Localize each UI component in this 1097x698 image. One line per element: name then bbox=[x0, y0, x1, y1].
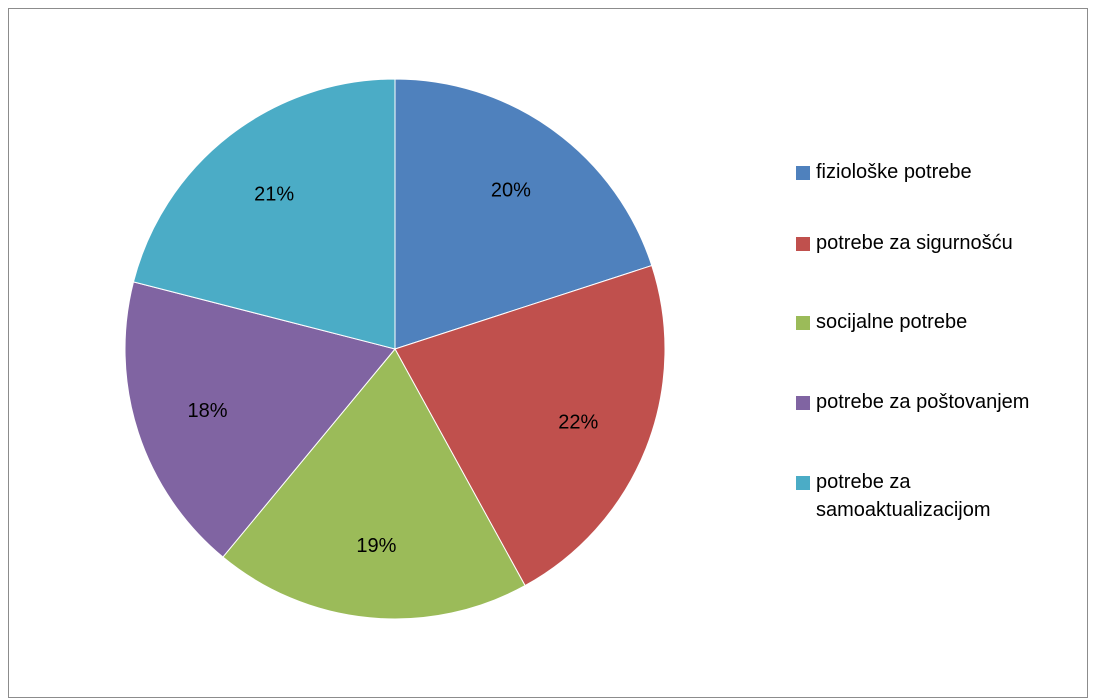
legend-item-fizioloske-potrebe: fiziološke potrebe bbox=[796, 158, 1086, 229]
data-label-fizioloske-potrebe: 20% bbox=[491, 180, 531, 202]
legend-label-fizioloske-potrebe: fiziološke potrebe bbox=[816, 161, 972, 183]
legend-swatch-potrebe-za-samoaktualizacijom bbox=[796, 476, 810, 490]
legend-swatch-potrebe-za-sigurnoscu bbox=[796, 237, 810, 251]
legend-swatch-socijalne-potrebe bbox=[796, 316, 810, 330]
legend-item-potrebe-za-sigurnoscu: potrebe za sigurnošću bbox=[796, 229, 1086, 308]
data-label-potrebe-za-sigurnoscu: 22% bbox=[558, 412, 598, 434]
data-label-socijalne-potrebe: 19% bbox=[356, 535, 396, 557]
pie-slice-potrebe-za-samoaktualizacijom bbox=[132, 78, 396, 350]
legend-item-socijalne-potrebe: socijalne potrebe bbox=[796, 308, 1086, 388]
legend: fiziološke potrebe potrebe za sigurnošću… bbox=[796, 158, 1086, 524]
pie-slice-potrebe-za-sigurnoscu bbox=[394, 264, 666, 587]
pie-chart: 20% 22% 19% 18% 21% bbox=[124, 78, 666, 620]
legend-swatch-fizioloske-potrebe bbox=[796, 166, 810, 180]
pie-slice-potrebe-za-postovanjem bbox=[124, 281, 396, 558]
legend-label-potrebe-za-postovanjem: potrebe za poštovanjem bbox=[816, 391, 1030, 413]
pie-slice-fizioloske-potrebe bbox=[394, 78, 653, 350]
legend-item-potrebe-za-samoaktualizacijom: potrebe za samoaktualizacijom bbox=[796, 468, 1086, 524]
legend-label-socijalne-potrebe: socijalne potrebe bbox=[816, 311, 968, 333]
data-label-potrebe-za-samoaktualizacijom: 21% bbox=[254, 183, 294, 205]
legend-swatch-potrebe-za-postovanjem bbox=[796, 396, 810, 410]
data-label-potrebe-za-postovanjem: 18% bbox=[188, 400, 228, 422]
pie-slice-socijalne-potrebe bbox=[222, 348, 526, 620]
legend-item-potrebe-za-postovanjem: potrebe za poštovanjem bbox=[796, 388, 1086, 468]
legend-label-potrebe-za-sigurnoscu: potrebe za sigurnošću bbox=[816, 232, 1013, 254]
legend-label-potrebe-za-samoaktualizacijom: potrebe za samoaktualizacijom bbox=[816, 471, 991, 521]
